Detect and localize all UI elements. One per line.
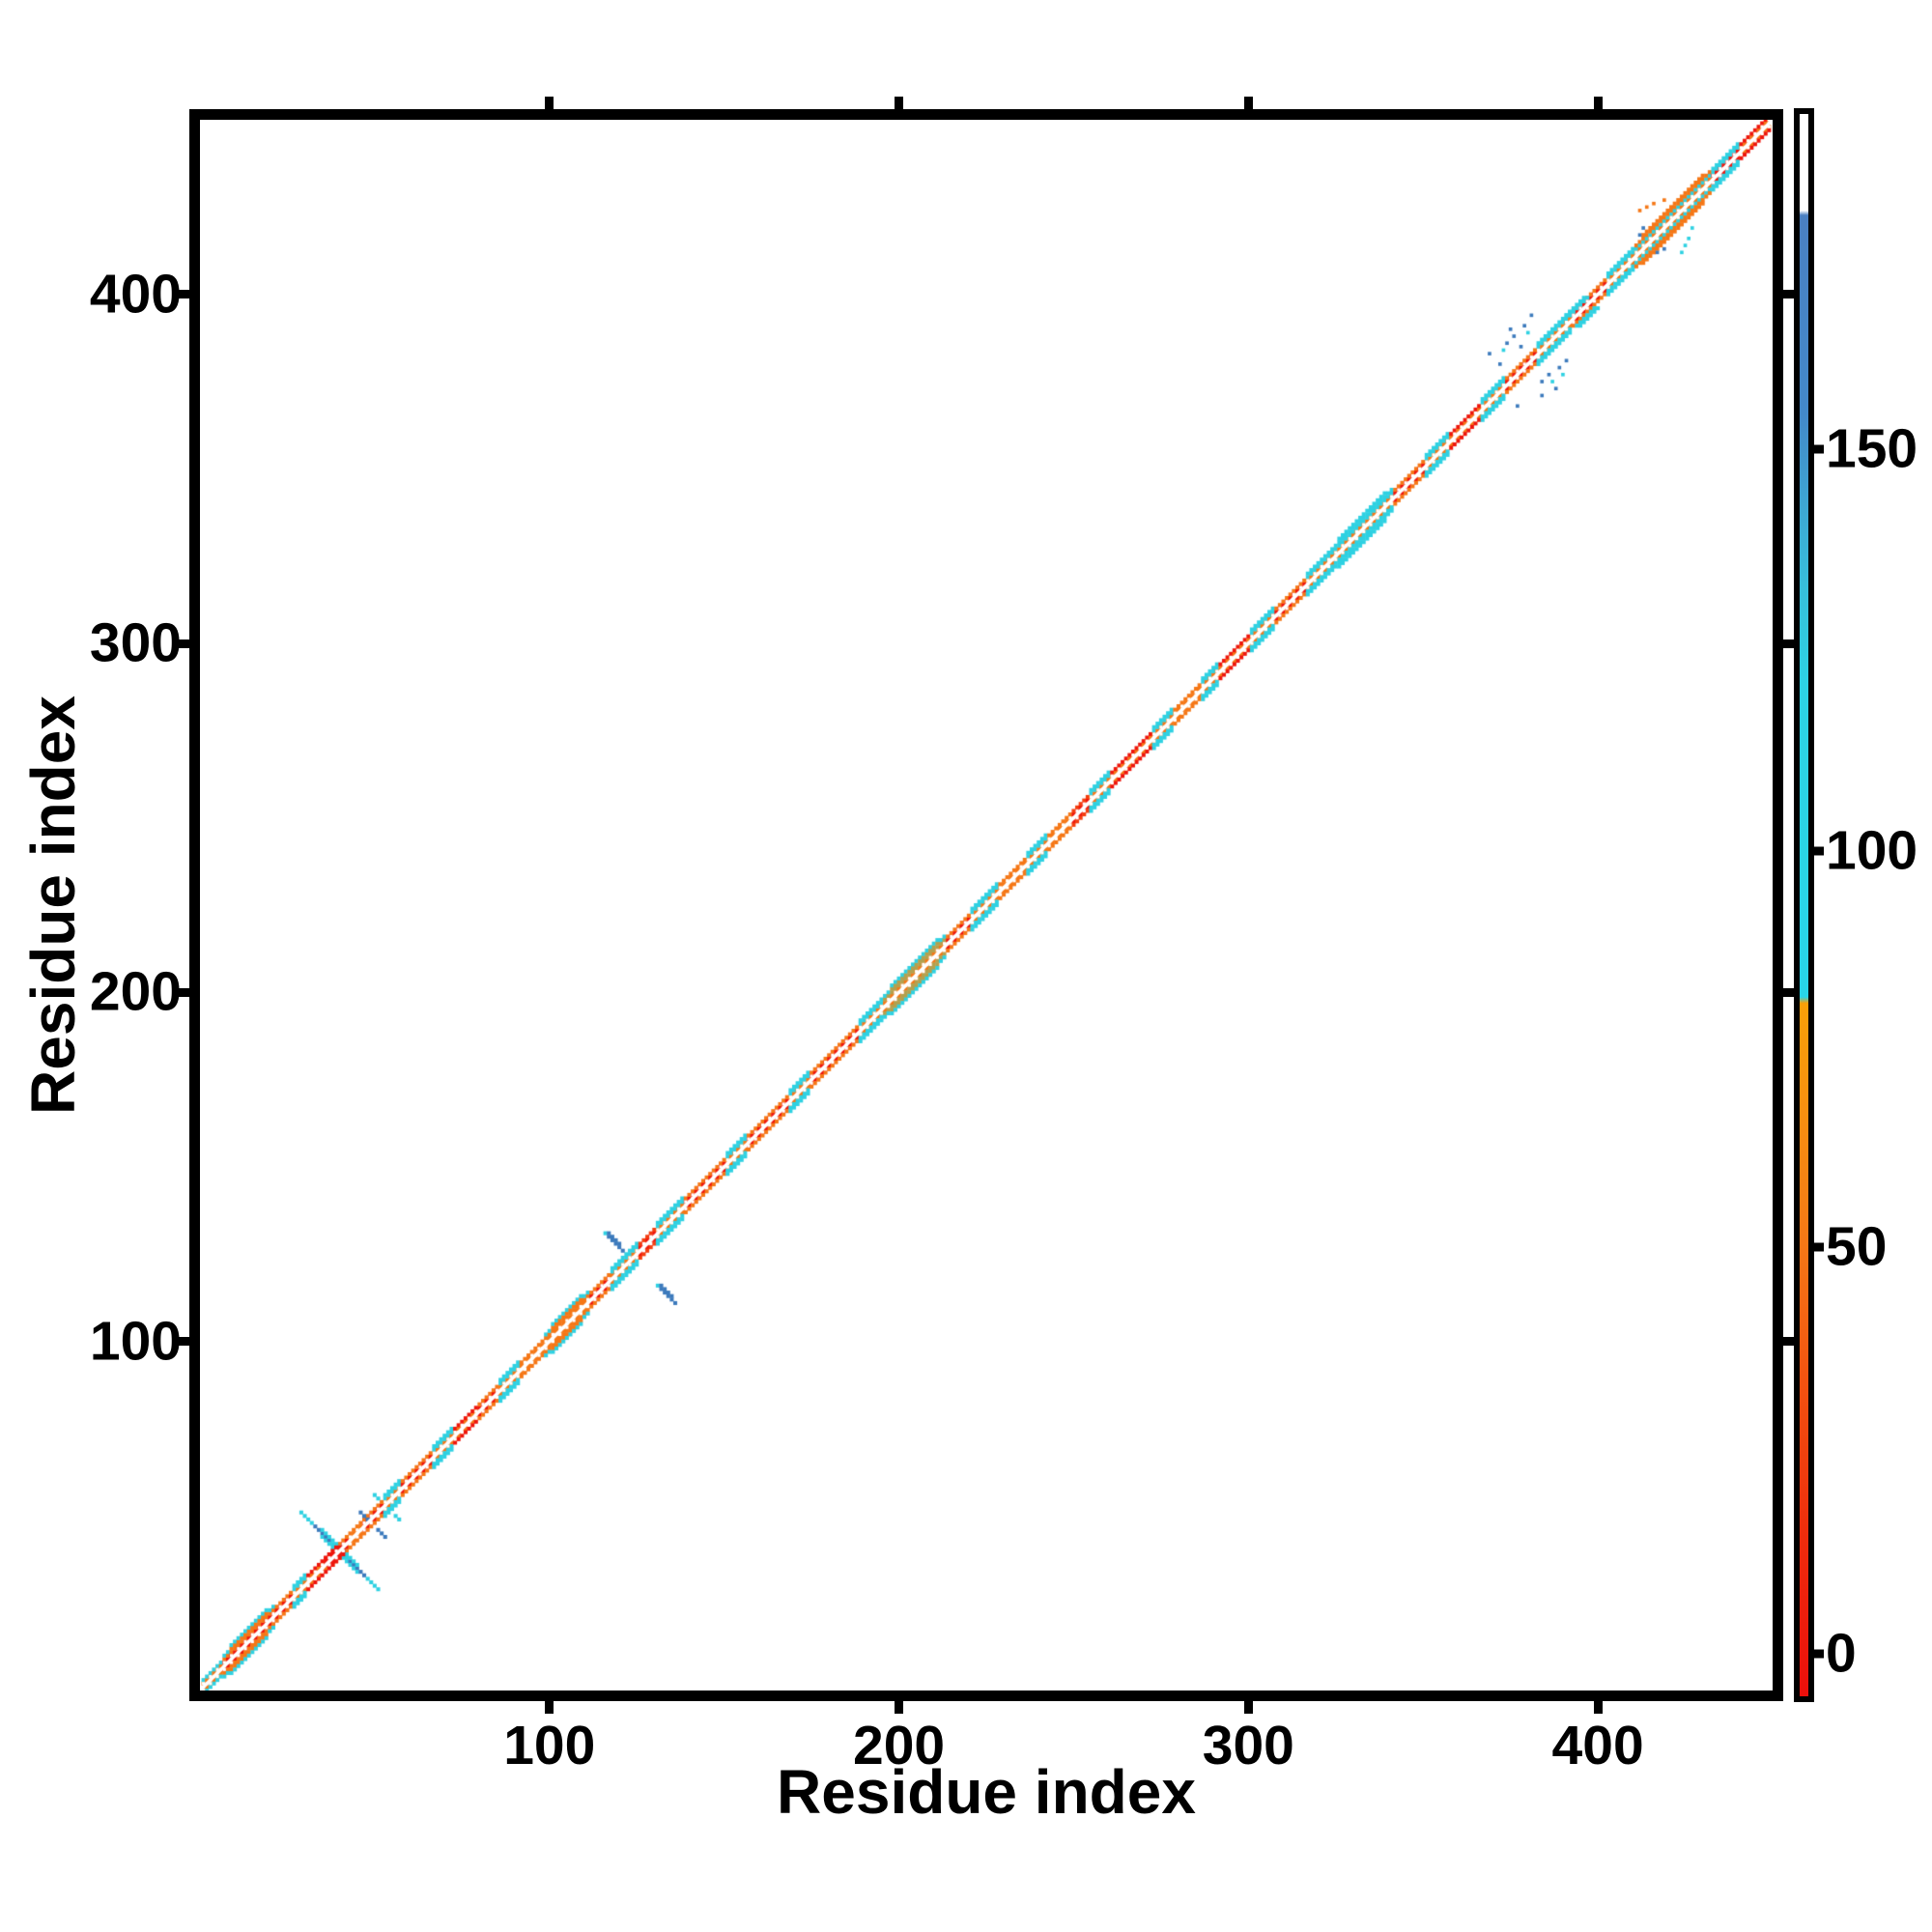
x-tick-top [895,97,904,109]
colorbar-gradient [1800,114,1808,1696]
x-tick-top [1593,97,1603,109]
x-tick-label: 100 [503,1715,596,1776]
plot-frame [189,109,1783,1701]
x-tick-label: 200 [852,1715,946,1776]
y-axis-label: Residue index [18,696,88,1115]
colorbar [1794,108,1814,1702]
colorbar-tick [1810,1242,1824,1252]
x-tick-bottom [895,1701,904,1714]
colorbar-tick-label: 100 [1826,819,1918,882]
y-tick-right [1783,1337,1796,1347]
y-tick-left [177,987,189,997]
colorbar-tick [1810,1649,1824,1659]
y-tick-right [1783,639,1796,648]
colorbar-tick [1810,846,1824,856]
y-tick-label: 200 [89,960,182,1023]
x-tick-bottom [1593,1701,1603,1714]
x-tick-label: 300 [1202,1715,1294,1776]
x-tick-label: 400 [1551,1715,1644,1776]
heatmap-canvas [200,120,1773,1690]
colorbar-tick-label: 150 [1826,417,1918,480]
colorbar-tick-label: 50 [1826,1215,1888,1278]
colorbar-tick-label: 0 [1826,1622,1857,1685]
y-tick-right [1783,987,1796,997]
x-tick-bottom [1243,1701,1253,1714]
colorbar-tick [1810,444,1824,454]
y-tick-right [1783,290,1796,299]
y-tick-left [177,1337,189,1347]
x-axis-label: Residue index [777,1757,1196,1827]
x-tick-bottom [545,1701,554,1714]
y-tick-left [177,290,189,299]
x-tick-top [545,97,554,109]
y-tick-label: 100 [89,1310,182,1373]
y-tick-label: 400 [89,263,182,326]
y-tick-left [177,639,189,648]
y-tick-label: 300 [89,611,182,674]
x-tick-top [1243,97,1253,109]
